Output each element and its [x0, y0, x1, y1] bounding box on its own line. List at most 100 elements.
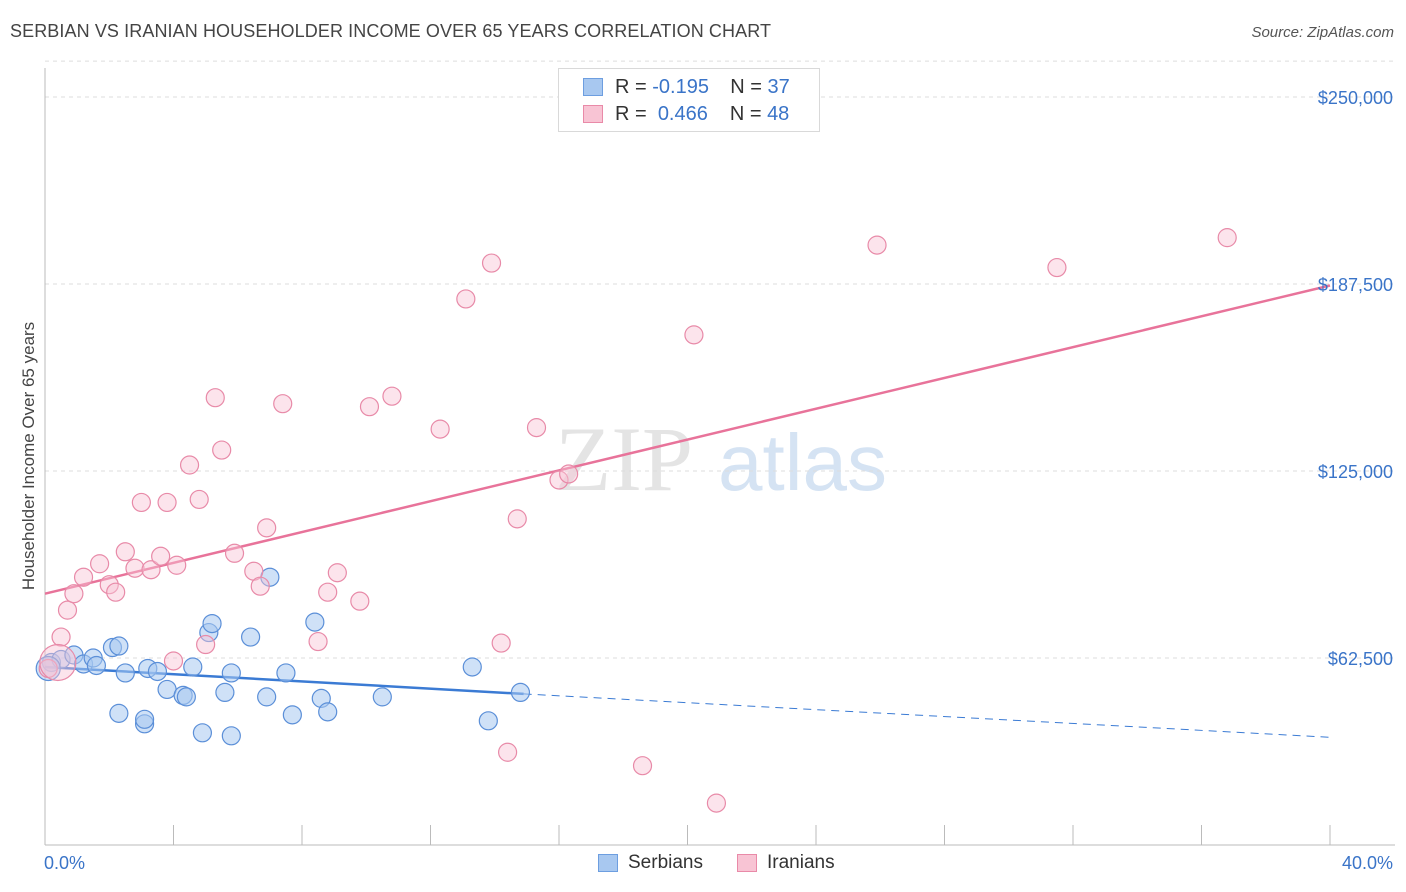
point-iranians	[327, 563, 347, 583]
point-serbians	[192, 723, 213, 743]
legend-swatch-iranians	[583, 105, 603, 123]
axes	[44, 68, 1395, 846]
point-iranians	[163, 651, 184, 671]
legend-label-serbians: Serbians	[628, 852, 703, 873]
point-iranians	[205, 388, 225, 408]
point-iranians	[507, 509, 527, 529]
point-serbians	[282, 705, 302, 725]
legend-n-value: 37	[767, 75, 790, 98]
point-serbians	[257, 687, 277, 707]
point-iranians	[1217, 228, 1237, 248]
tick-labels: $62,500 $125,000 $187,500 $250,000 0.0% 40.0%	[44, 88, 1393, 873]
point-iranians	[39, 643, 77, 682]
point-iranians	[526, 418, 547, 438]
legend-n-label: N =	[729, 102, 762, 125]
point-serbians	[462, 657, 482, 677]
point-iranians	[196, 634, 216, 655]
point-serbians	[134, 709, 155, 729]
point-iranians	[350, 591, 370, 611]
point-iranians	[706, 793, 727, 813]
point-iranians	[684, 325, 704, 345]
legend-r-value: 0.466	[657, 102, 708, 125]
point-iranians	[90, 554, 110, 574]
y-tick-label: $250,000	[1318, 88, 1393, 108]
point-iranians	[141, 560, 161, 580]
point-iranians	[189, 489, 209, 510]
legend-label-iranians: Iranians	[767, 852, 835, 873]
x-tick-label: 0.0%	[44, 853, 85, 873]
point-serbians	[115, 663, 135, 683]
legend-swatch-iranians	[737, 854, 757, 872]
legend-n-value: 48	[767, 102, 790, 125]
y-tick-label: $187,500	[1318, 275, 1393, 295]
point-iranians	[559, 464, 579, 484]
point-iranians	[359, 397, 380, 417]
point-iranians	[212, 440, 232, 460]
point-serbians	[109, 703, 129, 723]
point-iranians	[115, 542, 135, 562]
point-iranians	[125, 558, 145, 578]
y-axis-label: Householder Income Over 65 years	[19, 322, 38, 590]
point-serbians	[241, 627, 261, 647]
watermark-zip: ZIP	[555, 408, 693, 510]
point-iranians	[1047, 257, 1067, 278]
watermark-atlas: atlas	[718, 418, 887, 507]
point-iranians	[273, 394, 293, 414]
point-iranians	[73, 567, 94, 587]
zipatlas-watermark: ZIP atlas	[555, 408, 887, 510]
source-label: Source: ZipAtlas.com	[1251, 24, 1394, 41]
point-iranians	[308, 631, 328, 652]
point-iranians	[867, 235, 887, 255]
point-iranians	[382, 386, 402, 406]
legend-swatch-serbians	[583, 78, 603, 96]
point-iranians	[549, 470, 569, 490]
legend-r-value: -0.195	[652, 75, 709, 98]
series-legend: Serbians Iranians	[598, 852, 869, 874]
point-serbians	[305, 612, 325, 632]
point-iranians	[632, 756, 653, 776]
point-iranians	[131, 492, 151, 513]
point-iranians	[99, 575, 119, 595]
point-iranians	[318, 582, 338, 602]
trendline-serbians	[523, 693, 1331, 738]
legend-row-iranians: R = 0.466 N = 48	[583, 101, 789, 127]
point-serbians	[202, 613, 222, 634]
legend-item-serbians: Serbians	[598, 852, 703, 874]
data-points	[35, 228, 1237, 813]
point-iranians	[250, 576, 270, 596]
legend-r-label: R =	[615, 102, 647, 125]
point-iranians	[64, 584, 84, 604]
legend-item-iranians: Iranians	[737, 852, 835, 874]
legend-swatch-serbians	[598, 854, 618, 872]
point-iranians	[481, 253, 502, 273]
legend-r-label: R =	[615, 75, 647, 98]
point-iranians	[456, 289, 476, 309]
point-serbians	[372, 687, 392, 707]
point-iranians	[179, 455, 200, 475]
point-iranians	[498, 742, 518, 762]
point-iranians	[57, 600, 78, 620]
point-iranians	[106, 582, 126, 602]
point-iranians	[151, 546, 171, 566]
point-serbians	[276, 663, 296, 683]
point-iranians	[491, 633, 511, 653]
trendline-iranians	[44, 284, 1331, 595]
point-serbians	[86, 655, 107, 676]
chart-title: SERBIAN VS IRANIAN HOUSEHOLDER INCOME OV…	[10, 21, 772, 41]
point-serbians	[176, 687, 196, 707]
point-serbians	[157, 679, 177, 700]
point-iranians	[224, 543, 245, 563]
point-serbians	[215, 682, 235, 703]
point-serbians	[478, 711, 498, 731]
point-serbians	[318, 702, 338, 722]
point-serbians	[510, 682, 531, 703]
point-iranians	[157, 492, 177, 513]
point-serbians	[109, 636, 129, 656]
correlation-legend: R = -0.195 N = 37 R = 0.466 N = 48	[558, 68, 820, 132]
x-tick-label: 40.0%	[1342, 853, 1393, 873]
point-serbians	[221, 663, 241, 683]
y-tick-label: $125,000	[1318, 462, 1393, 482]
point-serbians	[183, 657, 203, 677]
legend-n-label: N =	[730, 75, 762, 98]
